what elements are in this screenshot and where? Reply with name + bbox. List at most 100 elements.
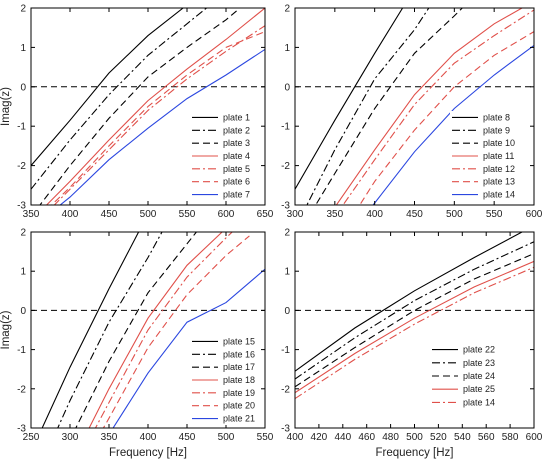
series-line-plate-12 xyxy=(342,9,534,205)
x-tick-label: 300 xyxy=(62,432,79,443)
series-line-plate-19 xyxy=(94,232,233,428)
y-tick-label: 0 xyxy=(20,306,26,317)
series-line-plate-22 xyxy=(295,232,523,372)
legend-label: plate 16 xyxy=(223,349,255,359)
legend-label: plate 6 xyxy=(223,177,250,187)
x-tick-label: 350 xyxy=(326,209,343,220)
y-tick-label: -3 xyxy=(17,201,26,212)
legend-label: plate 13 xyxy=(483,177,515,187)
series-line-plate-15 xyxy=(41,232,140,428)
x-tick-label: 250 xyxy=(23,432,40,443)
series-line-plate-8 xyxy=(295,8,404,190)
x-tick-label: 500 xyxy=(218,432,235,443)
x-tick-label: 560 xyxy=(478,432,495,443)
legend-label: plate 11 xyxy=(483,151,514,161)
x-tick-label: 400 xyxy=(366,209,383,220)
x-tick-label: 600 xyxy=(526,209,543,220)
x-tick-label: 440 xyxy=(334,432,351,443)
y-tick-label: 2 xyxy=(20,4,26,15)
x-tick-label: 400 xyxy=(62,209,79,220)
series-line-plate-18 xyxy=(88,232,223,428)
legend: plate 1 plate 2 plate 3 plate 4 plate 5 plate… xyxy=(190,111,260,201)
x-tick-label: 420 xyxy=(311,432,328,443)
legend-label: plate 2 xyxy=(223,125,250,135)
x-axis-title: Frequency [Hz] xyxy=(376,447,454,459)
series-line-plate-5 xyxy=(53,25,265,205)
y-tick-label: 2 xyxy=(20,228,26,239)
y-tick-label: 2 xyxy=(284,4,290,15)
series-line-plate-25 xyxy=(295,260,534,394)
series-line-plate-23 xyxy=(295,241,534,380)
legend-label: plate 14 xyxy=(463,397,495,407)
y-tick-label: -2 xyxy=(17,384,26,395)
legend-label: plate 24 xyxy=(463,371,495,381)
legend-label: plate 4 xyxy=(223,151,250,161)
legend-label: plate 1 xyxy=(223,112,250,122)
series-line-plate-21 xyxy=(112,268,265,428)
x-tick-label: 600 xyxy=(526,432,543,443)
x-tick-label: 350 xyxy=(23,209,40,220)
series-line-plate-14 xyxy=(295,266,534,400)
legend-label: plate 25 xyxy=(463,384,495,394)
x-tick-label: 400 xyxy=(287,432,304,443)
x-tick-label: 550 xyxy=(257,432,274,443)
x-tick-label: 600 xyxy=(218,209,235,220)
x-tick-label: 480 xyxy=(382,432,399,443)
y-tick-label: -1 xyxy=(17,345,26,356)
series-line-plate-20 xyxy=(102,235,250,428)
series-line-plate-16 xyxy=(57,232,163,428)
series-line-plate-6 xyxy=(50,31,265,205)
x-tick-label: 300 xyxy=(287,209,304,220)
y-tick-label: 1 xyxy=(284,267,290,278)
y-tick-label: -3 xyxy=(281,201,290,212)
series-line-plate-24 xyxy=(295,253,534,388)
y-tick-label: -3 xyxy=(281,424,290,435)
y-axis-title: Imag(z) xyxy=(0,310,12,349)
series-line-plate-2 xyxy=(31,8,207,190)
legend: plate 22 plate 23 plate 24 plate 25 plate 14 xyxy=(430,343,502,409)
series-line-plate-1 xyxy=(31,8,184,166)
x-tick-label: 520 xyxy=(430,432,447,443)
x-tick-label: 550 xyxy=(179,209,196,220)
x-tick-label: 500 xyxy=(140,209,157,220)
series-line-plate-4 xyxy=(45,8,265,205)
series-line-plate-10 xyxy=(315,8,463,205)
legend-label: plate 7 xyxy=(223,190,250,200)
y-tick-label: 1 xyxy=(20,43,26,54)
y-tick-label: -3 xyxy=(17,424,26,435)
legend-label: plate 20 xyxy=(223,401,255,411)
y-tick-label: 0 xyxy=(20,82,26,93)
legend-label: plate 3 xyxy=(223,138,250,148)
y-tick-label: -2 xyxy=(281,161,290,172)
legend-label: plate 15 xyxy=(223,336,255,346)
x-tick-label: 450 xyxy=(101,209,118,220)
series-line-plate-17 xyxy=(75,232,197,428)
y-tick-label: 1 xyxy=(284,43,290,54)
x-tick-label: 580 xyxy=(502,432,519,443)
x-tick-label: 500 xyxy=(406,432,423,443)
x-tick-label: 350 xyxy=(101,432,118,443)
y-axis-title: Imag(z) xyxy=(0,87,12,126)
y-tick-label: 0 xyxy=(284,82,290,93)
chart-panel-3: 250 300 350 400 450 500 550 -3 -2 -1 0 1 2 Imag(z) Fre… xyxy=(0,228,274,460)
legend-label: plate 14 xyxy=(483,190,515,200)
legend-label: plate 12 xyxy=(483,164,515,174)
y-tick-label: -1 xyxy=(281,345,290,356)
y-tick-label: 0 xyxy=(284,306,290,317)
legend-label: plate 21 xyxy=(223,414,255,424)
legend-label: plate 8 xyxy=(483,112,510,122)
x-tick-label: 450 xyxy=(179,432,196,443)
y-tick-label: -1 xyxy=(17,122,26,133)
chart-panel-4: 400 420 440 460 480 500 520 540 560 580 600 -3 -2 -1 0… xyxy=(281,228,543,460)
x-tick-label: 650 xyxy=(257,209,274,220)
legend: plate 15 plate 16 plate 17 plate 18 plate 19… xyxy=(190,335,260,425)
legend-label: plate 18 xyxy=(223,375,255,385)
y-tick-label: 1 xyxy=(20,267,26,278)
series-line-plate-3 xyxy=(39,9,239,205)
legend-label: plate 22 xyxy=(463,345,495,355)
y-tick-label: 2 xyxy=(284,228,290,239)
legend-label: plate 19 xyxy=(223,388,255,398)
series-line-plate-7 xyxy=(59,48,265,205)
